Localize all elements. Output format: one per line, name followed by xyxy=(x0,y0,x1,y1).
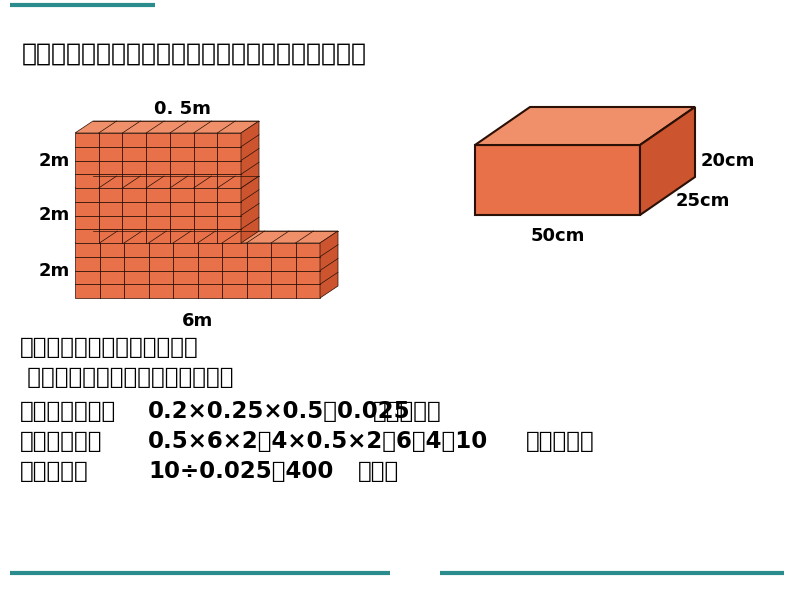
Polygon shape xyxy=(75,243,320,298)
Polygon shape xyxy=(75,133,241,188)
Text: 自己提出数学问题，并解答。: 自己提出数学问题，并解答。 xyxy=(20,336,198,359)
Text: 一块砖的体积：: 一块砖的体积： xyxy=(20,400,116,423)
Text: 2m: 2m xyxy=(39,151,70,169)
Polygon shape xyxy=(475,145,640,215)
Text: （块）: （块） xyxy=(358,460,399,483)
Text: 2m: 2m xyxy=(39,262,70,280)
Text: 古墙的体积：: 古墙的体积： xyxy=(20,430,102,453)
Polygon shape xyxy=(75,121,259,133)
Text: 25cm: 25cm xyxy=(676,192,730,210)
Polygon shape xyxy=(75,231,338,243)
Text: 0.2×0.25×0.5＝0.025: 0.2×0.25×0.5＝0.025 xyxy=(148,400,410,423)
Polygon shape xyxy=(241,176,259,243)
Text: 转的块数：: 转的块数： xyxy=(20,460,89,483)
Text: 2m: 2m xyxy=(39,206,70,225)
Text: （立方米）: （立方米） xyxy=(373,400,441,423)
Text: （立方米）: （立方米） xyxy=(526,430,595,453)
Text: 0. 5m: 0. 5m xyxy=(153,100,210,118)
Text: 20cm: 20cm xyxy=(701,152,755,170)
Text: 6m: 6m xyxy=(182,312,213,330)
Text: 50cm: 50cm xyxy=(530,227,584,245)
Polygon shape xyxy=(475,107,695,145)
Polygon shape xyxy=(241,121,259,188)
Polygon shape xyxy=(320,231,338,298)
Text: 0.5×6×2＋4×0.5×2＝6＋4＝10: 0.5×6×2＋4×0.5×2＝6＋4＝10 xyxy=(148,430,488,453)
Polygon shape xyxy=(640,107,695,215)
Polygon shape xyxy=(75,176,259,188)
Polygon shape xyxy=(75,188,241,243)
Text: 10÷0.025＝400: 10÷0.025＝400 xyxy=(148,460,333,483)
Text: 某地有一段古墙，墙由长方体砖砌成，尺寸如下图。: 某地有一段古墙，墙由长方体砖砌成，尺寸如下图。 xyxy=(22,42,367,66)
Text: 问题：古墙是由多少块砖砌成的？: 问题：古墙是由多少块砖砌成的？ xyxy=(20,366,233,389)
